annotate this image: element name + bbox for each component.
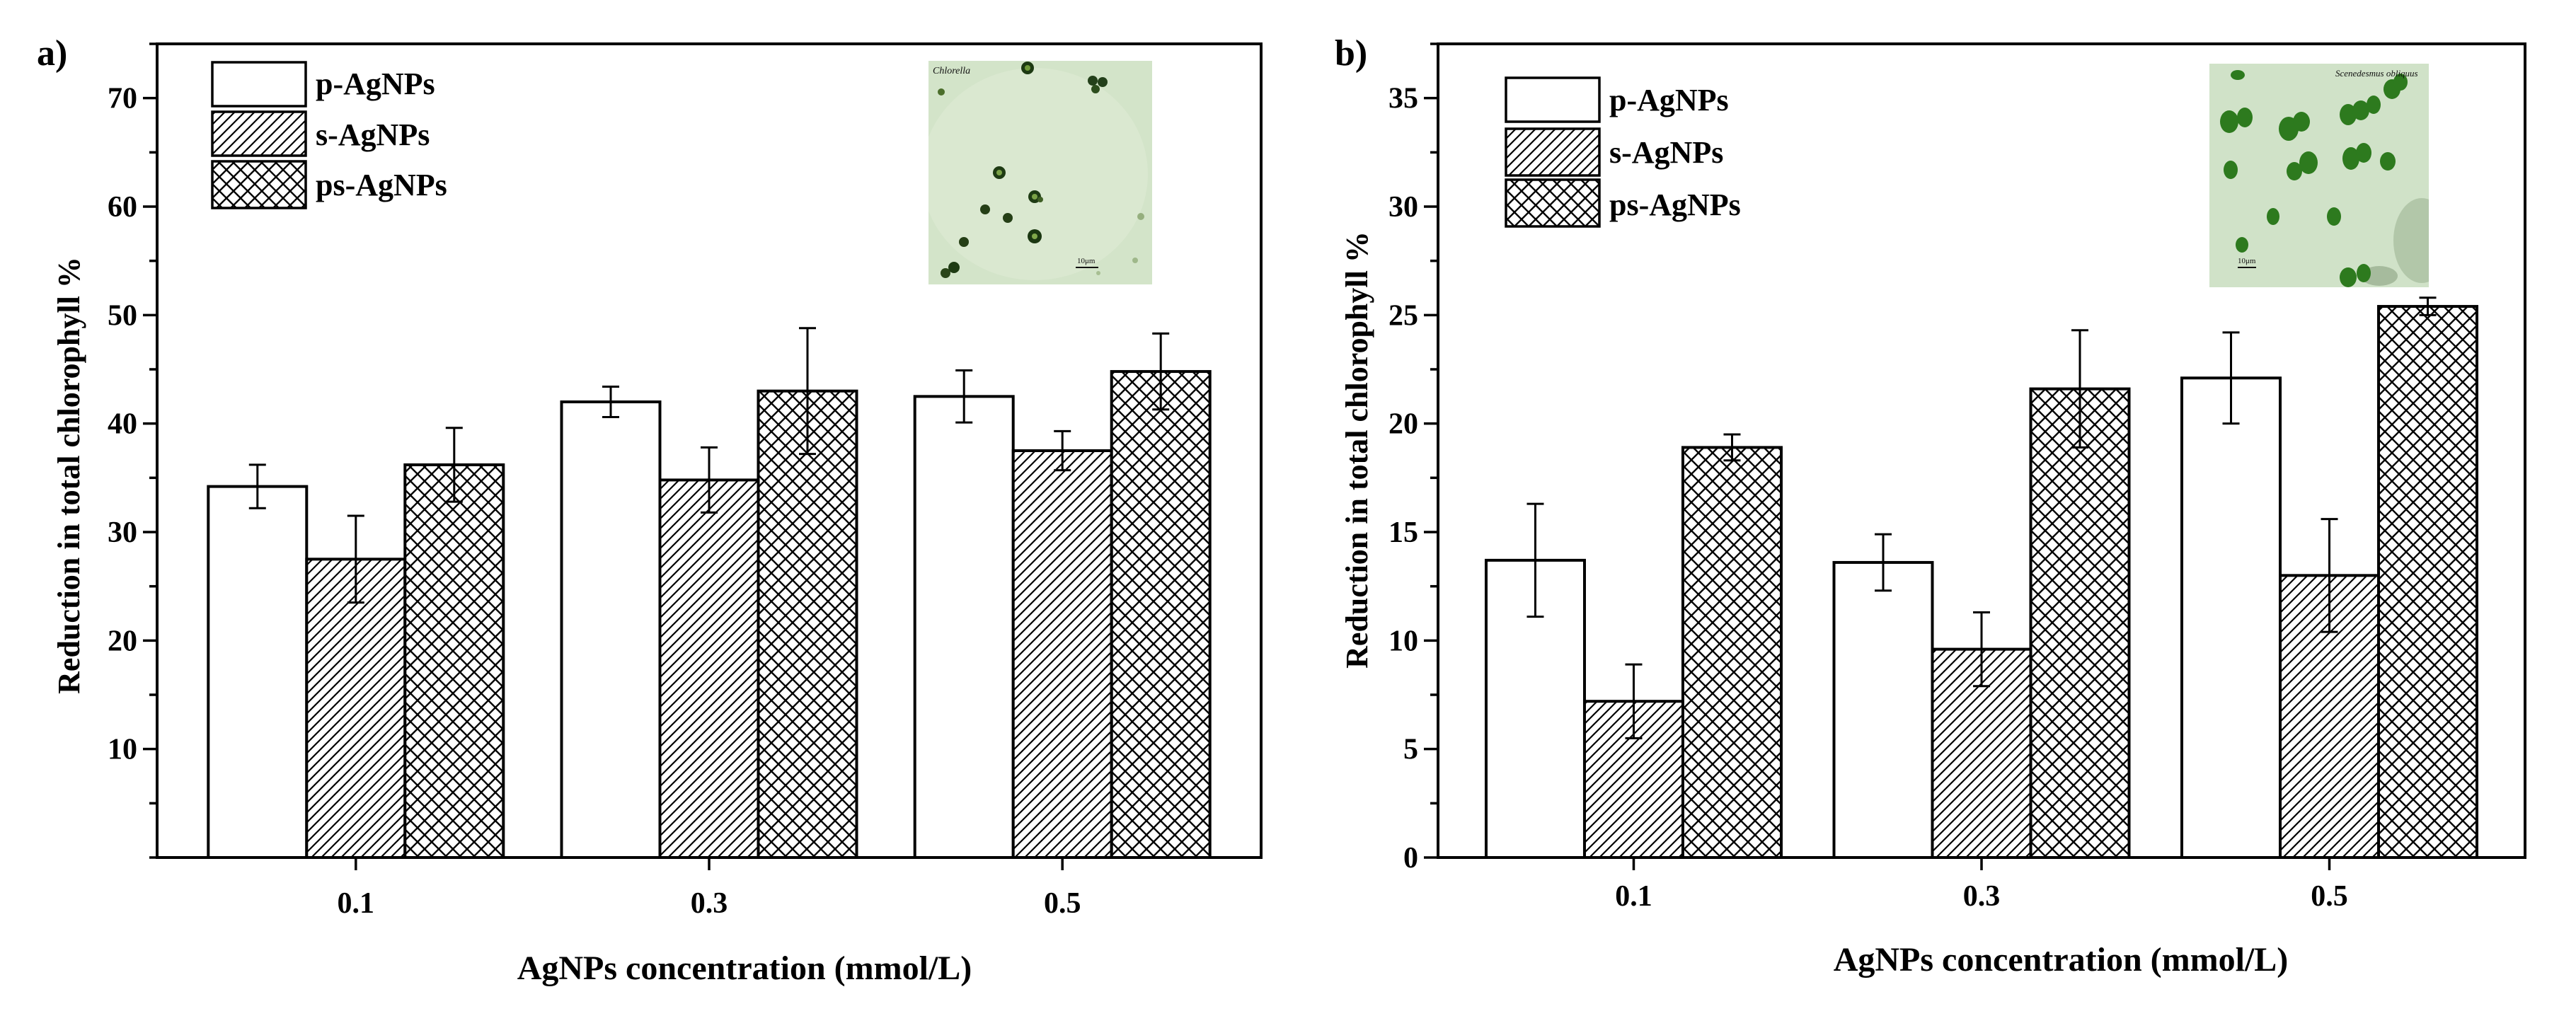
panel-a-ytick-label: 30 bbox=[108, 516, 137, 549]
panel-b-ytick-label: 20 bbox=[1388, 408, 1418, 441]
panel-a-errorbar-p-agnps-0.3 bbox=[602, 386, 619, 418]
panel-a-ytick-label: 60 bbox=[108, 191, 137, 224]
panel-b-legend-swatch-s bbox=[1505, 127, 1601, 177]
panel-a-error-bars bbox=[248, 327, 1170, 604]
panel-a-bar-s-agnps-0.1 bbox=[305, 558, 407, 859]
panel-b-bar-ps-agnps-0.3 bbox=[2029, 387, 2131, 859]
panel-a-errorbar-ps-agnps-0.1 bbox=[445, 427, 463, 503]
panel-a-inset-scalebar: 10μm bbox=[1077, 257, 1096, 265]
panel-a-legend-swatch-s bbox=[211, 110, 307, 157]
panel-b-tick-labels: 0 5 10 15 20 25 30 35 0.1 0.3 0.5 bbox=[1388, 83, 2348, 913]
panel-a-xtick-label: 0.1 bbox=[338, 887, 375, 920]
panel-a-errorbar-p-agnps-0.5 bbox=[955, 369, 973, 424]
panel-a-errorbar-p-agnps-0.1 bbox=[248, 463, 266, 509]
panel-a-legend-label-ps: ps-AgNPs bbox=[316, 168, 447, 202]
panel-b-ylabel: Reduction in total chlorophyll % bbox=[1340, 231, 1374, 669]
panel-a-ytick-label: 20 bbox=[108, 625, 137, 657]
panel-a-bar-s-agnps-0.3 bbox=[658, 478, 760, 859]
panel-b-xtick-label: 0.5 bbox=[2311, 880, 2348, 913]
panel-a-inset-label: Chlorella bbox=[933, 66, 970, 76]
panel-a-ytick-label: 40 bbox=[108, 408, 137, 441]
panel-b-error-bars bbox=[1526, 296, 2437, 739]
panel-b-bar-p-agnps-0.5 bbox=[2180, 376, 2282, 859]
panel-a-legend-swatch-ps bbox=[211, 160, 307, 209]
panel-b-errorbar-ps-agnps-0.3 bbox=[2071, 329, 2088, 449]
panel-a-errorbar-s-agnps-0.1 bbox=[347, 514, 364, 604]
panel-a-ytick-label: 70 bbox=[108, 83, 137, 115]
panel-a-ytick-label: 50 bbox=[108, 299, 137, 332]
panel-b-xtick-label: 0.1 bbox=[1615, 880, 1652, 913]
panel-a-bar-p-agnps-0.5 bbox=[913, 395, 1015, 859]
panel-b-inset-micrograph: Scenedesmus obliquus 10μm bbox=[2209, 64, 2429, 287]
panel-a-legend-label-s: s-AgNPs bbox=[316, 117, 430, 152]
panel-a-ylabel: Reduction in total chlorophyll % bbox=[52, 257, 86, 694]
panel-a-errorbar-s-agnps-0.5 bbox=[1054, 429, 1071, 472]
panel-a-label: a) bbox=[37, 33, 67, 74]
panel-b-bar-ps-agnps-0.1 bbox=[1681, 446, 1783, 859]
panel-b-ytick-label: 5 bbox=[1403, 734, 1418, 766]
panel-a-bars bbox=[207, 370, 1212, 859]
panel-a-bar-ps-agnps-0.3 bbox=[757, 389, 858, 859]
panel-b-bar-p-agnps-0.3 bbox=[1832, 560, 1934, 860]
panel-a-inset-micrograph: Chlorella 10μm bbox=[928, 61, 1152, 284]
panel-a-errorbar-ps-agnps-0.5 bbox=[1152, 332, 1170, 411]
panel-b-bar-s-agnps-0.3 bbox=[1931, 647, 2032, 859]
panel-b-ytick-label: 30 bbox=[1388, 191, 1418, 224]
panel-b-label: b) bbox=[1335, 33, 1367, 74]
panel-b-errorbar-p-agnps-0.1 bbox=[1526, 502, 1544, 618]
panel-a-legend: p-AgNPs s-AgNPs ps-AgNPs bbox=[211, 61, 447, 209]
panel-b-bars bbox=[1484, 305, 2479, 860]
panel-b-xtick-label: 0.3 bbox=[1963, 880, 2001, 913]
panel-b-inset-scalebar: 10μm bbox=[2238, 257, 2256, 265]
panel-b-errorbar-p-agnps-0.5 bbox=[2222, 331, 2240, 425]
panel-b-legend-label-p: p-AgNPs bbox=[1609, 83, 1729, 117]
panel-b-ytick-label: 25 bbox=[1388, 299, 1418, 332]
panel-a-xtick-label: 0.3 bbox=[691, 887, 728, 920]
panel-a-errorbar-ps-agnps-0.3 bbox=[799, 327, 816, 456]
panel-b-legend-swatch-p bbox=[1505, 76, 1601, 123]
panel-b-errorbar-s-agnps-0.1 bbox=[1625, 663, 1643, 739]
panel-b-xlabel: AgNPs concentration (mmol/L) bbox=[1834, 941, 2289, 979]
panel-a-bar-s-agnps-0.5 bbox=[1011, 449, 1113, 859]
chlorella-cells bbox=[938, 62, 1144, 278]
panel-a-ytick-label: 10 bbox=[108, 734, 137, 766]
panel-a-bar-ps-agnps-0.1 bbox=[403, 463, 505, 859]
panel-a-xtick-label: 0.5 bbox=[1044, 887, 1081, 920]
panel-b-legend-label-s: s-AgNPs bbox=[1609, 135, 1723, 170]
panel-a-legend-label-p: p-AgNPs bbox=[316, 67, 435, 101]
panel-b-legend-label-ps: ps-AgNPs bbox=[1609, 187, 1741, 222]
panel-b-errorbar-ps-agnps-0.5 bbox=[2419, 296, 2437, 316]
scenedesmus-cells bbox=[2220, 70, 2408, 287]
panel-a-bar-p-agnps-0.1 bbox=[207, 485, 309, 859]
panel-b-errorbar-s-agnps-0.5 bbox=[2321, 518, 2338, 633]
panel-a-errorbar-s-agnps-0.3 bbox=[701, 446, 718, 514]
panel-b-legend-swatch-ps bbox=[1505, 178, 1601, 228]
panel-b-errorbar-p-agnps-0.3 bbox=[1875, 533, 1892, 592]
panel-b-ytick-label: 10 bbox=[1388, 625, 1418, 657]
panel-b-ytick-label: 35 bbox=[1388, 83, 1418, 115]
panel-b: b) Reduction in total chlorophyll % 0 5 10… bbox=[1335, 33, 2526, 979]
panel-a-bar-p-agnps-0.3 bbox=[560, 400, 662, 859]
panel-b-inset-label: Scenedesmus obliquus bbox=[2335, 68, 2418, 79]
panel-b-errorbar-ps-agnps-0.1 bbox=[1723, 433, 1741, 462]
panel-a: a) Reduction in total chlorophyll % 10 20… bbox=[37, 33, 1263, 987]
panel-b-ytick-label: 15 bbox=[1388, 516, 1418, 549]
panel-b-ytick-label: 0 bbox=[1403, 842, 1418, 874]
panel-a-xlabel: AgNPs concentration (mmol/L) bbox=[517, 949, 972, 987]
panel-a-bar-ps-agnps-0.5 bbox=[1110, 370, 1212, 859]
panel-b-legend: p-AgNPs s-AgNPs ps-AgNPs bbox=[1505, 76, 1741, 228]
panel-b-errorbar-s-agnps-0.3 bbox=[1973, 611, 1990, 688]
panel-b-bar-ps-agnps-0.5 bbox=[2377, 305, 2479, 860]
panel-a-tick-labels: 10 20 30 40 50 60 70 0.1 0.3 0.5 bbox=[108, 83, 1081, 920]
panel-a-legend-swatch-p bbox=[211, 61, 307, 108]
